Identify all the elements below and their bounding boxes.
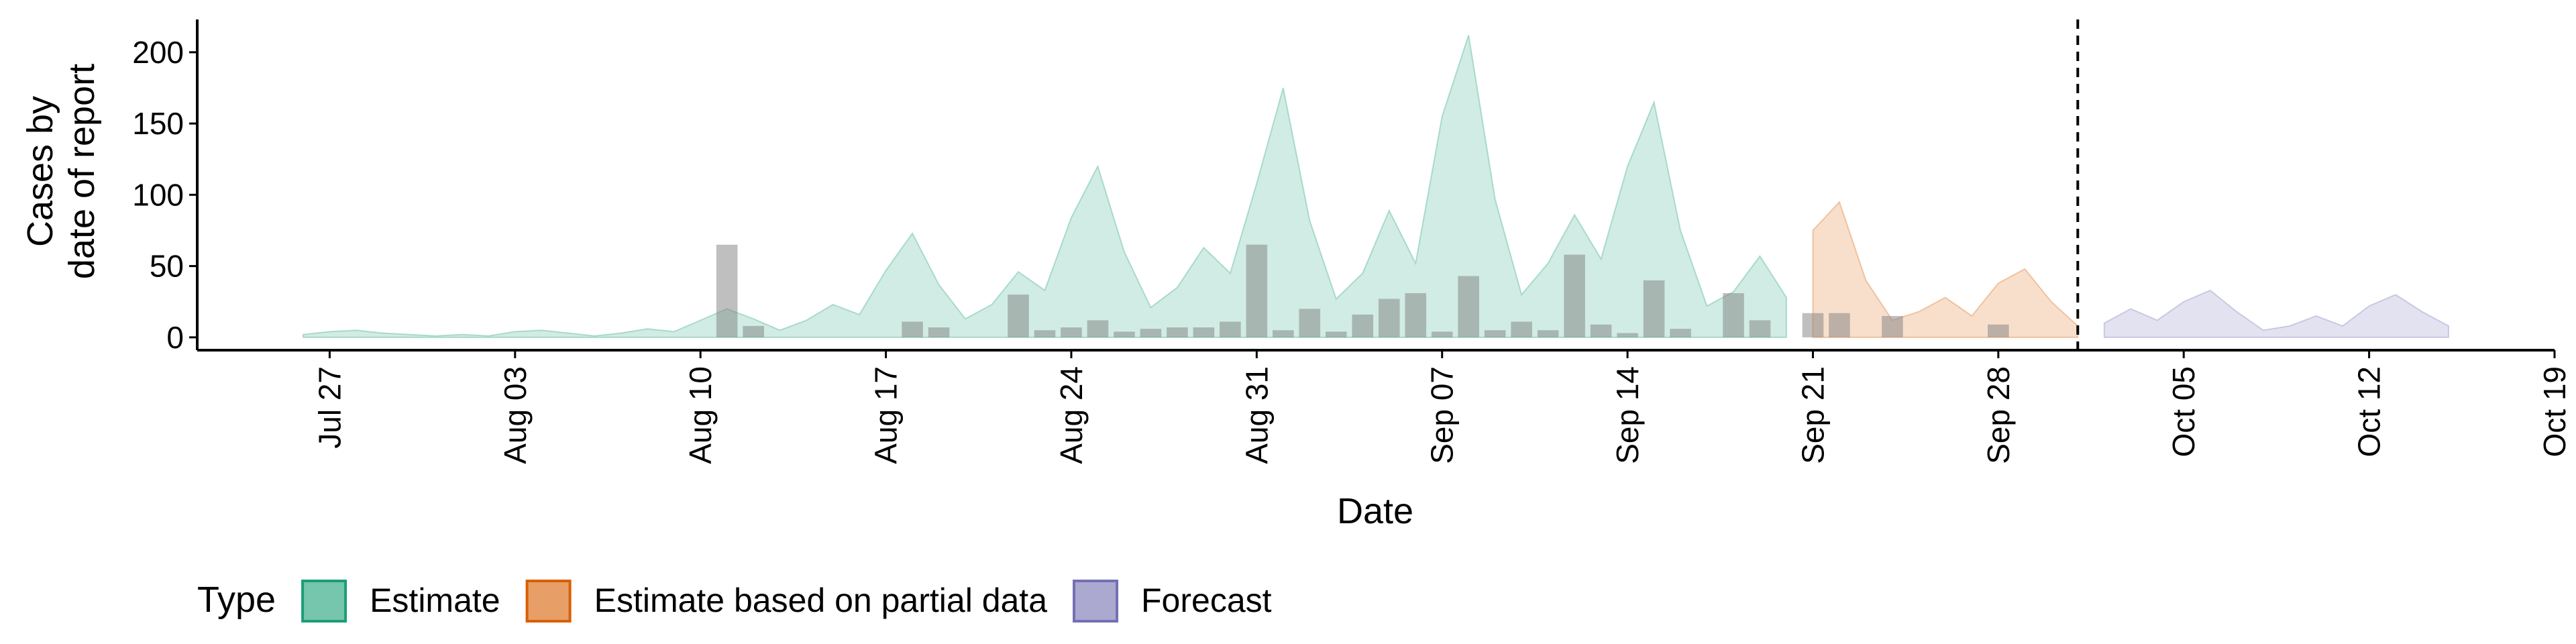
bar xyxy=(1484,330,1506,337)
bar xyxy=(1988,324,2009,337)
bar xyxy=(1299,309,1321,337)
legend-swatch xyxy=(1073,580,1119,623)
bar xyxy=(1882,316,1903,337)
bar xyxy=(1617,333,1638,337)
bar xyxy=(1140,329,1162,337)
bar xyxy=(1458,276,1479,337)
x-tick-label: Aug 24 xyxy=(1054,366,1089,464)
x-tick-label: Sep 14 xyxy=(1610,366,1645,464)
y-axis-label: Cases bydate of report xyxy=(20,64,102,279)
bar xyxy=(1829,313,1850,337)
x-axis-label: Date xyxy=(1337,491,1413,531)
bar xyxy=(1193,327,1215,337)
y-axis-label-line: Cases by xyxy=(20,96,60,247)
bar xyxy=(1590,324,1612,337)
bar xyxy=(902,321,923,337)
bar xyxy=(1273,330,1294,337)
bar xyxy=(1749,320,1771,337)
bar xyxy=(1114,331,1135,337)
legend-label: Forecast xyxy=(1141,582,1272,619)
y-tick-label: 150 xyxy=(132,106,184,141)
bar xyxy=(1008,294,1029,337)
bar xyxy=(1220,321,1241,337)
area xyxy=(302,35,1787,338)
bar xyxy=(716,244,738,337)
area xyxy=(1812,201,2079,338)
x-tick-label: Jul 27 xyxy=(312,366,347,449)
y-tick-label: 0 xyxy=(166,320,184,355)
bar xyxy=(1723,293,1744,337)
bar xyxy=(1537,330,1559,337)
x-tick-label: Aug 31 xyxy=(1239,366,1274,464)
x-tick-label: Oct 12 xyxy=(2352,366,2387,458)
x-tick-label: Sep 07 xyxy=(1425,366,1460,464)
legend-swatch xyxy=(525,580,572,623)
bar xyxy=(1167,327,1188,337)
bar xyxy=(1431,331,1453,337)
legend-label: Estimate xyxy=(370,582,500,619)
bar xyxy=(1511,321,1532,337)
y-tick-label: 200 xyxy=(132,35,184,70)
y-axis-label-line: date of report xyxy=(62,64,102,279)
area xyxy=(2103,289,2450,338)
x-tick-label: Sep 21 xyxy=(1795,366,1830,464)
bar xyxy=(1325,331,1347,337)
bar xyxy=(1378,299,1400,337)
bar xyxy=(928,327,950,337)
x-tick-label: Sep 28 xyxy=(1981,366,2016,464)
y-tick-label: 50 xyxy=(150,249,184,284)
bar xyxy=(1405,293,1427,337)
x-tick-label: Aug 17 xyxy=(869,366,904,464)
legend-label: Estimate based on partial data xyxy=(594,582,1048,619)
legend-swatch xyxy=(301,580,347,623)
x-tick-label: Oct 05 xyxy=(2166,366,2201,458)
bar xyxy=(1087,320,1109,337)
bar xyxy=(1802,313,1824,337)
legend-title: Type xyxy=(197,580,276,620)
bar xyxy=(1034,330,1056,337)
x-tick-label: Aug 03 xyxy=(498,366,533,464)
bar xyxy=(1352,314,1374,337)
bar xyxy=(1670,329,1691,337)
bar xyxy=(743,325,764,337)
x-tick-label: Aug 10 xyxy=(683,366,718,464)
bar xyxy=(1643,280,1665,337)
bar xyxy=(1246,244,1268,337)
bar xyxy=(1564,254,1585,337)
y-tick-label: 100 xyxy=(132,177,184,212)
x-tick-label: Oct 19 xyxy=(2537,366,2572,458)
bar xyxy=(1061,327,1082,337)
